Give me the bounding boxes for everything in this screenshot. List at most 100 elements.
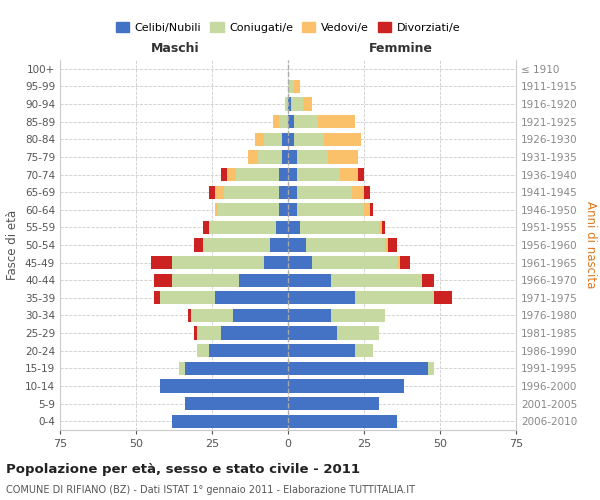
Bar <box>297 150 328 164</box>
Y-axis label: Fasce di età: Fasce di età <box>7 210 19 280</box>
Bar <box>248 150 257 164</box>
Bar <box>194 238 203 252</box>
Bar <box>294 80 300 93</box>
Bar <box>191 309 233 322</box>
Bar <box>227 168 236 181</box>
Text: COMUNE DI RIFIANO (BZ) - Dati ISTAT 1° gennaio 2011 - Elaborazione TUTTITALIA.IT: COMUNE DI RIFIANO (BZ) - Dati ISTAT 1° g… <box>6 485 415 495</box>
Bar <box>188 309 191 322</box>
Bar <box>352 186 364 198</box>
Bar <box>397 256 400 269</box>
Bar <box>364 186 370 198</box>
Bar <box>297 186 352 198</box>
Bar <box>382 221 385 234</box>
Bar <box>285 98 288 110</box>
Bar <box>288 186 297 198</box>
Bar <box>385 238 388 252</box>
Text: Femmine: Femmine <box>368 42 433 54</box>
Bar <box>288 150 297 164</box>
Bar <box>297 168 340 181</box>
Bar <box>254 132 263 146</box>
Bar <box>270 238 288 252</box>
Bar <box>197 326 221 340</box>
Bar <box>236 168 279 181</box>
Bar <box>203 221 209 234</box>
Bar <box>379 221 382 234</box>
Text: Popolazione per età, sesso e stato civile - 2011: Popolazione per età, sesso e stato civil… <box>6 462 360 475</box>
Bar <box>172 414 288 428</box>
Bar <box>294 115 319 128</box>
Bar <box>300 221 379 234</box>
Bar <box>203 238 270 252</box>
Bar <box>194 326 197 340</box>
Y-axis label: Anni di nascita: Anni di nascita <box>584 202 597 288</box>
Bar <box>306 238 385 252</box>
Bar <box>355 291 434 304</box>
Bar <box>288 414 397 428</box>
Bar <box>215 291 288 304</box>
Bar <box>279 115 288 128</box>
Text: Maschi: Maschi <box>151 42 200 54</box>
Bar <box>154 274 172 287</box>
Bar <box>288 291 355 304</box>
Legend: Celibi/Nubili, Coniugati/e, Vedovi/e, Divorziati/e: Celibi/Nubili, Coniugati/e, Vedovi/e, Di… <box>112 18 464 37</box>
Bar <box>282 150 288 164</box>
Bar <box>185 397 288 410</box>
Bar <box>358 168 364 181</box>
Bar <box>221 326 288 340</box>
Bar <box>279 203 288 216</box>
Bar <box>288 344 355 358</box>
Bar <box>388 238 397 252</box>
Bar <box>221 168 227 181</box>
Bar <box>331 309 385 322</box>
Bar <box>257 150 282 164</box>
Bar <box>209 344 288 358</box>
Bar <box>263 132 282 146</box>
Bar <box>288 168 297 181</box>
Bar <box>400 256 410 269</box>
Bar <box>154 291 160 304</box>
Bar <box>288 380 404 392</box>
Bar <box>215 186 224 198</box>
Bar <box>233 309 288 322</box>
Bar <box>288 256 313 269</box>
Bar <box>303 98 313 110</box>
Bar <box>288 115 294 128</box>
Bar <box>151 256 172 269</box>
Bar <box>288 309 331 322</box>
Bar <box>340 168 358 181</box>
Bar <box>172 256 263 269</box>
Bar <box>215 203 218 216</box>
Bar <box>288 362 428 375</box>
Bar <box>224 186 279 198</box>
Bar <box>288 397 379 410</box>
Bar <box>294 132 325 146</box>
Bar <box>319 115 355 128</box>
Bar <box>288 132 294 146</box>
Bar <box>291 98 303 110</box>
Bar <box>263 256 288 269</box>
Bar <box>288 221 300 234</box>
Bar <box>282 132 288 146</box>
Bar <box>179 362 185 375</box>
Bar <box>313 256 397 269</box>
Bar <box>428 362 434 375</box>
Bar <box>337 326 379 340</box>
Bar <box>172 274 239 287</box>
Bar <box>370 203 373 216</box>
Bar <box>288 98 291 110</box>
Bar <box>422 274 434 287</box>
Bar <box>160 291 215 304</box>
Bar <box>209 221 276 234</box>
Bar <box>288 203 297 216</box>
Bar <box>279 168 288 181</box>
Bar <box>355 344 373 358</box>
Bar <box>160 380 288 392</box>
Bar <box>288 274 331 287</box>
Bar <box>197 344 209 358</box>
Bar <box>288 238 306 252</box>
Bar <box>288 326 337 340</box>
Bar <box>434 291 452 304</box>
Bar <box>364 203 370 216</box>
Bar <box>297 203 364 216</box>
Bar <box>185 362 288 375</box>
